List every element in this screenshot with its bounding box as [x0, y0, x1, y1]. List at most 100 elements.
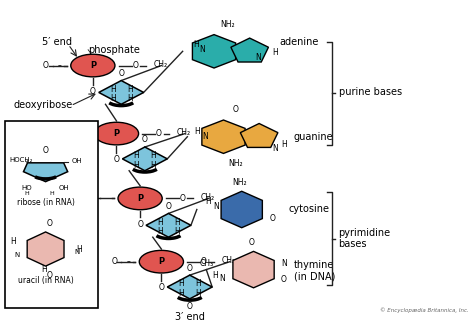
- Text: H: H: [174, 227, 180, 236]
- Text: O: O: [90, 87, 96, 96]
- Ellipse shape: [71, 54, 115, 77]
- Polygon shape: [99, 81, 144, 104]
- Text: O: O: [165, 202, 172, 211]
- Text: H: H: [10, 237, 16, 246]
- Text: 3′ end: 3′ end: [175, 312, 205, 322]
- Text: uracil (in RNA): uracil (in RNA): [18, 276, 73, 285]
- Text: O: O: [137, 220, 143, 229]
- Text: N: N: [281, 259, 287, 268]
- Text: deoxyribose: deoxyribose: [14, 100, 73, 110]
- Text: H: H: [24, 191, 29, 195]
- Text: phosphate: phosphate: [88, 45, 140, 55]
- Text: thymine
(in DNA): thymine (in DNA): [294, 260, 335, 282]
- Text: H: H: [150, 151, 156, 160]
- Text: H: H: [272, 48, 278, 57]
- Text: O: O: [43, 61, 49, 70]
- Text: O: O: [233, 105, 238, 114]
- Text: N: N: [219, 274, 225, 283]
- Polygon shape: [192, 35, 236, 68]
- Text: H: H: [134, 151, 139, 160]
- Text: H: H: [150, 161, 156, 170]
- Text: O: O: [46, 271, 52, 280]
- Text: H: H: [178, 289, 184, 298]
- Polygon shape: [122, 147, 167, 171]
- Text: OH: OH: [72, 158, 82, 164]
- Text: O: O: [142, 135, 148, 145]
- Text: N: N: [14, 252, 19, 258]
- Polygon shape: [24, 163, 68, 182]
- Text: O: O: [180, 194, 186, 203]
- Text: CH₂: CH₂: [154, 60, 167, 69]
- Text: P: P: [137, 194, 143, 203]
- Text: N: N: [74, 249, 79, 255]
- Text: H: H: [195, 289, 201, 298]
- Text: H: H: [49, 191, 54, 195]
- Text: O: O: [132, 61, 138, 70]
- Text: H: H: [41, 265, 47, 274]
- Polygon shape: [167, 275, 212, 299]
- Text: purine bases: purine bases: [338, 87, 402, 98]
- Text: H: H: [110, 85, 116, 94]
- Polygon shape: [231, 38, 268, 62]
- Text: ribose (in RNA): ribose (in RNA): [17, 198, 74, 207]
- Text: O: O: [67, 129, 73, 138]
- Text: H: H: [127, 85, 133, 94]
- Text: N: N: [213, 202, 219, 211]
- Text: O: O: [118, 69, 124, 78]
- Text: O: O: [248, 238, 254, 247]
- Text: H: H: [174, 218, 180, 227]
- Ellipse shape: [118, 187, 162, 210]
- Text: CH₃: CH₃: [199, 259, 213, 268]
- Text: © Encyclopædia Britannica, Inc.: © Encyclopædia Britannica, Inc.: [380, 307, 469, 313]
- Text: CH₂: CH₂: [201, 193, 215, 202]
- Polygon shape: [146, 214, 191, 237]
- Polygon shape: [27, 232, 64, 266]
- Text: O: O: [270, 214, 276, 224]
- Ellipse shape: [139, 250, 183, 273]
- Text: 5′ end: 5′ end: [42, 37, 73, 47]
- Text: N: N: [272, 144, 278, 153]
- Text: adenine: adenine: [280, 37, 319, 47]
- Text: cytosine: cytosine: [289, 204, 330, 214]
- Text: H: H: [193, 40, 199, 50]
- Text: O: O: [281, 274, 287, 284]
- Text: H: H: [212, 271, 218, 280]
- Text: NH₂: NH₂: [232, 178, 246, 187]
- Text: O: O: [187, 264, 192, 272]
- Polygon shape: [221, 191, 262, 228]
- Text: P: P: [90, 61, 96, 70]
- Text: CH₂: CH₂: [177, 128, 191, 137]
- Text: CH₂: CH₂: [222, 256, 236, 265]
- Text: H: H: [134, 161, 139, 170]
- Text: N: N: [255, 53, 261, 62]
- Text: guanine: guanine: [294, 132, 333, 142]
- Text: H: H: [157, 227, 163, 236]
- Text: H: H: [76, 245, 82, 254]
- Text: O: O: [90, 194, 96, 203]
- Polygon shape: [202, 120, 245, 154]
- Text: NH₂: NH₂: [220, 19, 235, 29]
- Ellipse shape: [94, 122, 138, 145]
- Text: O: O: [43, 146, 48, 156]
- Bar: [5, 121, 98, 307]
- Text: –: –: [58, 61, 62, 70]
- Text: HO: HO: [22, 185, 32, 191]
- Text: H: H: [195, 279, 201, 288]
- Text: H: H: [205, 197, 210, 206]
- Text: H: H: [127, 94, 133, 103]
- Polygon shape: [233, 251, 274, 288]
- Text: H: H: [110, 94, 116, 103]
- Text: P: P: [113, 129, 119, 138]
- Text: H: H: [157, 218, 163, 227]
- Text: –: –: [82, 129, 85, 138]
- Text: N: N: [202, 132, 208, 141]
- Text: H: H: [178, 279, 184, 288]
- Polygon shape: [240, 123, 278, 147]
- Text: O: O: [201, 257, 207, 266]
- Text: O: O: [46, 219, 52, 228]
- Text: OH: OH: [59, 185, 70, 191]
- Text: NH₂: NH₂: [228, 159, 243, 168]
- Text: P: P: [158, 257, 164, 266]
- Text: –: –: [105, 194, 109, 203]
- Text: pyrimidine
bases: pyrimidine bases: [338, 228, 391, 249]
